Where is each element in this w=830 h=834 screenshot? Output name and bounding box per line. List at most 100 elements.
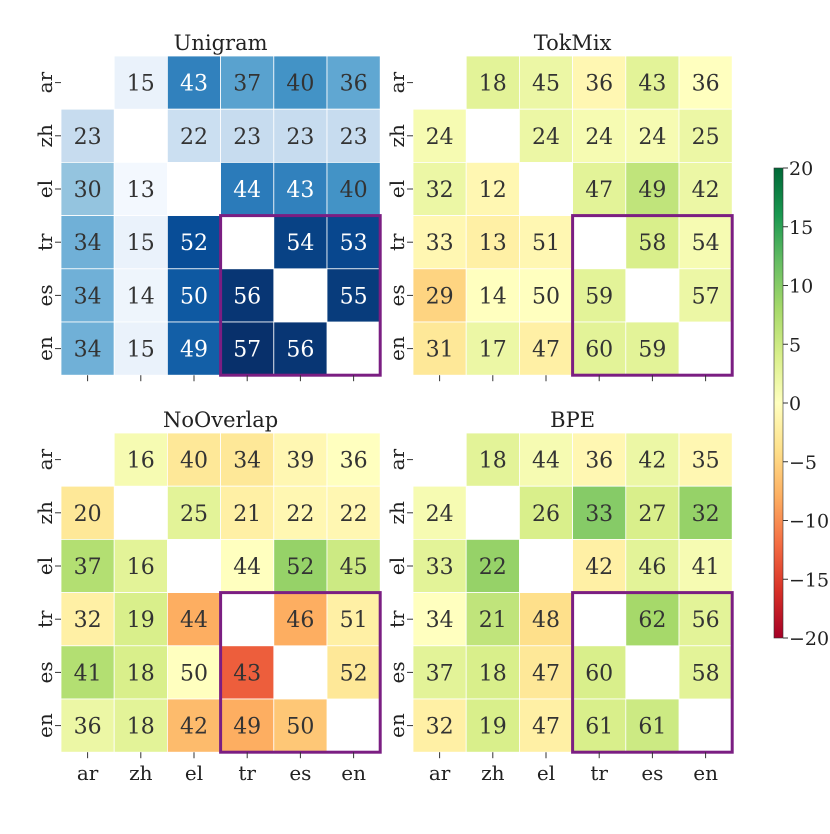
cell-value-label: 35 bbox=[692, 449, 720, 474]
y-tick-label: en bbox=[33, 713, 57, 738]
y-tick-label: en bbox=[33, 336, 57, 361]
cell-value-label: 49 bbox=[233, 715, 261, 740]
cell-value-label: 15 bbox=[127, 72, 155, 97]
heatmap-cell bbox=[166, 592, 221, 647]
heatmap-cell bbox=[113, 321, 168, 376]
cell-value-label: 24 bbox=[532, 125, 560, 150]
cell-value-label: 34 bbox=[74, 231, 102, 256]
heatmap-cell bbox=[166, 432, 221, 487]
cell-value-label: 60 bbox=[585, 661, 613, 686]
cell-value-label: 26 bbox=[532, 502, 560, 527]
cell-value-label: 50 bbox=[286, 715, 314, 740]
x-tick-label: el bbox=[185, 761, 203, 785]
heatmap-cell bbox=[678, 592, 733, 647]
cell-value-label: 49 bbox=[180, 338, 208, 363]
x-tick-label: tr bbox=[238, 761, 256, 785]
heatmap-cell bbox=[113, 55, 168, 110]
heatmap-cell bbox=[220, 321, 275, 376]
cell-value-label: 50 bbox=[180, 661, 208, 686]
highlight-block bbox=[571, 591, 734, 754]
cell-value-label: 29 bbox=[426, 284, 454, 309]
panel-title: Unigram bbox=[174, 31, 268, 55]
cell-value-label: 49 bbox=[638, 178, 666, 203]
heatmap-cell bbox=[465, 592, 520, 647]
cell-value-label: 48 bbox=[532, 608, 560, 633]
cell-value-label: 55 bbox=[340, 284, 368, 309]
cell-value-label: 43 bbox=[180, 72, 208, 97]
cell-value-label: 51 bbox=[532, 231, 560, 256]
cell-value-label: 58 bbox=[638, 231, 666, 256]
cell-value-label: 32 bbox=[426, 178, 454, 203]
cell-value-label: 23 bbox=[233, 125, 261, 150]
y-tick-label: es bbox=[385, 284, 409, 306]
heatmap-cell bbox=[273, 55, 328, 110]
heatmap-cell bbox=[326, 108, 381, 163]
panel-title: BPE bbox=[550, 408, 595, 432]
cell-value-label: 57 bbox=[233, 338, 261, 363]
cell-value-label: 42 bbox=[180, 715, 208, 740]
cell-value-label: 22 bbox=[286, 502, 314, 527]
heatmap-cell bbox=[220, 485, 275, 540]
heatmap-cell bbox=[465, 321, 520, 376]
cell-value-label: 58 bbox=[692, 661, 720, 686]
heatmap-cell bbox=[273, 321, 328, 376]
heatmap-cell bbox=[572, 645, 627, 700]
heatmap-panel-tokmix: TokMix 18 45 36 43 36 24 24 24 24 25 32 12 47 49 42 33 13… bbox=[385, 31, 734, 382]
heatmap-cell bbox=[166, 268, 221, 323]
cell-value-label: 33 bbox=[426, 555, 454, 580]
heatmap-cell bbox=[273, 215, 328, 270]
cell-value-label: 40 bbox=[340, 178, 368, 203]
cell-value-label: 46 bbox=[286, 608, 314, 633]
heatmap-cell bbox=[465, 268, 520, 323]
heatmap-cell bbox=[326, 268, 381, 323]
cell-value-label: 24 bbox=[426, 125, 454, 150]
heatmap-cell bbox=[678, 539, 733, 594]
cell-value-label: 18 bbox=[479, 449, 507, 474]
cell-value-label: 25 bbox=[180, 502, 208, 527]
cell-value-label: 42 bbox=[585, 555, 613, 580]
panel-title: NoOverlap bbox=[163, 408, 278, 432]
heatmap-cell bbox=[625, 215, 680, 270]
colorbar-gradient bbox=[773, 167, 784, 639]
y-tick-label: en bbox=[385, 336, 409, 361]
cell-value-label: 51 bbox=[340, 608, 368, 633]
cell-value-label: 14 bbox=[127, 284, 155, 309]
y-tick-label: el bbox=[33, 180, 57, 198]
colorbar-tick-label: 5 bbox=[789, 334, 801, 356]
cell-value-label: 23 bbox=[286, 125, 314, 150]
cell-value-label: 36 bbox=[340, 449, 368, 474]
cell-value-label: 56 bbox=[286, 338, 314, 363]
cell-value-label: 12 bbox=[479, 178, 507, 203]
cell-value-label: 17 bbox=[479, 338, 507, 363]
colorbar-tick-label: 0 bbox=[789, 393, 801, 415]
y-tick-label: tr bbox=[33, 610, 57, 628]
y-tick-label: ar bbox=[385, 448, 409, 470]
heatmap-cell bbox=[519, 485, 574, 540]
heatmap-cell bbox=[625, 698, 680, 753]
heatmap-cell bbox=[326, 161, 381, 216]
cell-value-label: 34 bbox=[74, 284, 102, 309]
cell-value-label: 53 bbox=[340, 231, 368, 256]
cell-value-label: 13 bbox=[479, 231, 507, 256]
heatmap-cell bbox=[625, 592, 680, 647]
heatmap-cell bbox=[625, 432, 680, 487]
cell-value-label: 59 bbox=[585, 284, 613, 309]
colorbar-tick-label: −15 bbox=[789, 569, 829, 591]
cell-value-label: 52 bbox=[340, 661, 368, 686]
cell-value-label: 32 bbox=[426, 715, 454, 740]
cell-value-label: 36 bbox=[585, 72, 613, 97]
heatmap-cell bbox=[220, 108, 275, 163]
heatmap-cell bbox=[519, 108, 574, 163]
colorbar-tick-label: 10 bbox=[789, 276, 813, 298]
cell-value-label: 37 bbox=[74, 555, 102, 580]
cell-value-label: 39 bbox=[286, 449, 314, 474]
cell-value-label: 24 bbox=[638, 125, 666, 150]
heatmap-cell bbox=[519, 321, 574, 376]
cell-value-label: 41 bbox=[74, 661, 102, 686]
heatmap-cell bbox=[519, 55, 574, 110]
cell-value-label: 37 bbox=[426, 661, 454, 686]
cell-value-label: 44 bbox=[180, 608, 208, 633]
heatmap-cell bbox=[220, 55, 275, 110]
heatmap-cell bbox=[678, 55, 733, 110]
